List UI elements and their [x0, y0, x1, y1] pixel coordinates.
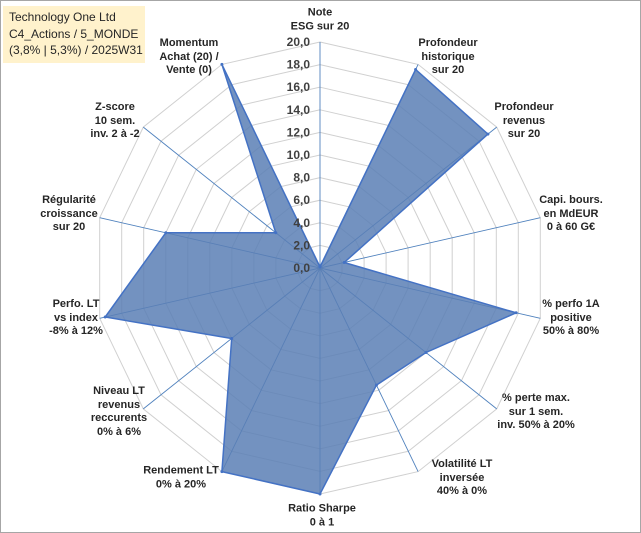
tick-label: 18,0 [287, 58, 311, 72]
axis-label-line: positive [550, 311, 592, 324]
tick-label: 2,0 [293, 238, 310, 252]
radar-series [103, 62, 519, 496]
axis-label-line: 0% à 20% [155, 478, 207, 490]
axis-label-line: % perte max. [502, 391, 570, 404]
data-point [414, 68, 418, 71]
axis-label: Profondeur historique sur 20 [418, 37, 477, 78]
axis-label: % perte max. sur 1 sem. inv. 50% à 20% [497, 392, 574, 433]
axis-label-line: reccurents [90, 412, 148, 424]
axis-label-line: 10 sem. [94, 114, 136, 127]
data-point [318, 492, 322, 496]
axis-label-line: Momentum [159, 36, 219, 49]
axis-label-line: 40% à 0% [436, 484, 488, 497]
data-point [164, 231, 168, 235]
axis-label-line: 0% à 6% [96, 425, 142, 438]
chart-title-box: Technology One Ltd C4_Actions / 5_MONDE … [3, 6, 145, 63]
axis-label-line: inv. 50% à 20% [497, 418, 575, 431]
tick-label: 6,0 [293, 193, 310, 207]
axis-label-line: sur 1 sem. [508, 405, 564, 418]
axis-label-line: revenus [502, 114, 546, 127]
axis-label-line: inv. 2 à -2 [90, 127, 140, 140]
data-point [230, 337, 234, 340]
axis-label-line: 50% à 80% [542, 324, 600, 337]
axis-label-line: Ratio Sharpe [288, 502, 356, 515]
data-point [220, 62, 224, 66]
series-area [103, 64, 519, 495]
tick-label: 20,0 [287, 35, 311, 49]
tick-label: 8,0 [293, 171, 310, 185]
chart-title-line-2: C4_Actions / 5_MONDE [9, 26, 139, 41]
axis-label: Régularité croissance sur 20 [40, 194, 97, 235]
tick-label: 14,0 [287, 103, 311, 117]
axis-label-line: -8% à 12% [49, 324, 103, 337]
axis-label-line: croissance [40, 207, 98, 220]
axis-label-line: Volatilité LT [431, 457, 493, 470]
axis-label-line: en MdEUR [543, 207, 599, 220]
axis-label-line: Régularité [42, 193, 96, 206]
axis-label-line: Z-score [95, 100, 135, 113]
data-point [486, 132, 490, 136]
data-point [342, 261, 346, 264]
tick-label: 16,0 [287, 80, 311, 94]
axis-label: Z-score 10 sem. inv. 2 à -2 [90, 101, 139, 142]
axis-label-line: Vente (0) [166, 63, 212, 76]
axis-label-line: Capi. bours. [539, 193, 603, 206]
radial-tick-labels: 0,0 2,0 4,0 6,0 8,0 10,0 12,0 14,0 16,0 18,0 20,0 [287, 35, 311, 275]
axis-label-line: Profondeur [418, 36, 478, 49]
data-point [274, 231, 278, 235]
axis-label-line: sur 20 [507, 127, 541, 140]
axis-label-line: Rendement LT [143, 464, 219, 477]
axis-label-line: vs index [53, 311, 99, 324]
axis-label-line: Note [307, 6, 333, 19]
axis-label-line: Profondeur [494, 100, 554, 113]
axis-spoke [319, 217, 541, 269]
axis-label-line: historique [421, 50, 475, 63]
chart-title-line-1: Technology One Ltd [9, 10, 116, 24]
tick-label: 12,0 [287, 125, 311, 139]
axis-label: Note ESG sur 20 [291, 7, 350, 34]
axis-label-line: sur 20 [431, 63, 465, 76]
data-point [374, 383, 378, 387]
axis-label-line: Achat (20) / [159, 50, 219, 63]
axis-label-line: inversée [439, 471, 485, 484]
tick-label: 0,0 [293, 261, 310, 275]
axis-label-line: Niveau LT [93, 385, 145, 397]
chart-title-line-3: (3,8% | 5,3%) / 2025W31 [9, 43, 143, 57]
axis-label: Profondeur revenus sur 20 [494, 101, 553, 142]
axis-label-line: sur 20 [52, 220, 86, 233]
data-point [424, 351, 428, 354]
axis-label-line: Perfo. LT [52, 297, 100, 310]
axis-label: Momentum Achat (20) / Vente (0) [159, 37, 218, 78]
axis-label-line: 0 à 1 [309, 516, 335, 528]
axis-label: Niveau LT revenus reccurents 0% à 6% [91, 385, 147, 439]
data-point [514, 311, 518, 315]
axis-label: % perfo 1A positive 50% à 80% [542, 298, 599, 339]
axis-label-line: ESG sur 20 [290, 20, 350, 32]
tick-label: 4,0 [293, 216, 310, 230]
axis-label: Volatilité LT inversée 40% à 0% [432, 458, 493, 499]
axis-label-line: revenus [97, 398, 141, 411]
axis-label: Ratio Sharpe 0 à 1 [288, 503, 356, 530]
axis-label: Capi. bours. en MdEUR 0 à 60 G€ [539, 194, 603, 235]
data-point [220, 470, 224, 474]
data-point [103, 315, 107, 319]
axis-label: Rendement LT 0% à 20% [143, 465, 219, 492]
tick-label: 10,0 [287, 148, 311, 162]
axis-label: Perfo. LT vs index -8% à 12% [49, 298, 103, 339]
axis-label-line: % perfo 1A [542, 297, 600, 310]
axis-label-line: 0 à 60 G€ [546, 220, 596, 233]
data-point [318, 265, 322, 269]
